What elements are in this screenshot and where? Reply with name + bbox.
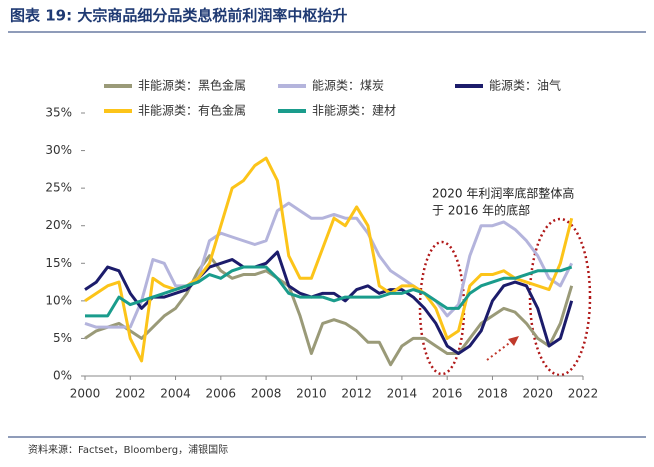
x-tick-label: 2014	[387, 387, 418, 401]
series-line	[85, 265, 573, 318]
y-tick-label: 30%	[45, 143, 72, 157]
trend-arrow	[486, 340, 513, 361]
y-tick-label: 35%	[45, 106, 72, 120]
annotation: 于 2016 年的底部	[432, 203, 530, 218]
legend-label: 能源类：煤炭	[312, 79, 384, 93]
x-tick-label: 2016	[432, 387, 463, 401]
legend-label: 能源类：油气	[489, 78, 561, 93]
x-tick-label: 2010	[296, 387, 327, 401]
y-tick-label: 20%	[45, 218, 72, 232]
highlight-ellipse	[528, 217, 592, 377]
source-note: 资料来源：Factset，Bloomberg，浦银国际	[28, 443, 228, 456]
series-line	[84, 250, 574, 355]
y-tick-label: 5%	[53, 331, 72, 345]
trend-arrow-head	[508, 336, 519, 346]
annotation: 2020 年利润率底部整体高	[432, 186, 574, 201]
x-tick-label: 2018	[477, 387, 508, 401]
series-line	[84, 156, 574, 363]
x-tick-label: 2008	[251, 387, 282, 401]
x-tick-label: 2006	[206, 387, 237, 401]
y-tick-label: 15%	[45, 256, 72, 270]
x-tick-label: 2002	[115, 387, 146, 401]
x-tick-label: 2012	[341, 387, 372, 401]
y-tick-label: 25%	[45, 181, 72, 195]
legend-label: 非能源类：有色金属	[138, 103, 246, 118]
legend-label: 非能源类：黑色金属	[138, 78, 246, 93]
chart-title: 图表 19: 大宗商品细分品类息税前利润率中枢抬升	[10, 7, 347, 25]
x-tick-label: 2000	[70, 387, 101, 401]
x-tick-label: 2022	[568, 387, 599, 401]
series-line	[84, 254, 574, 367]
series-line	[84, 201, 574, 329]
legend-label: 非能源类：建材	[312, 104, 396, 118]
y-tick-label: 10%	[45, 293, 72, 307]
y-tick-label: 0%	[53, 369, 72, 383]
x-tick-label: 2004	[160, 387, 191, 401]
x-tick-label: 2020	[522, 387, 553, 401]
